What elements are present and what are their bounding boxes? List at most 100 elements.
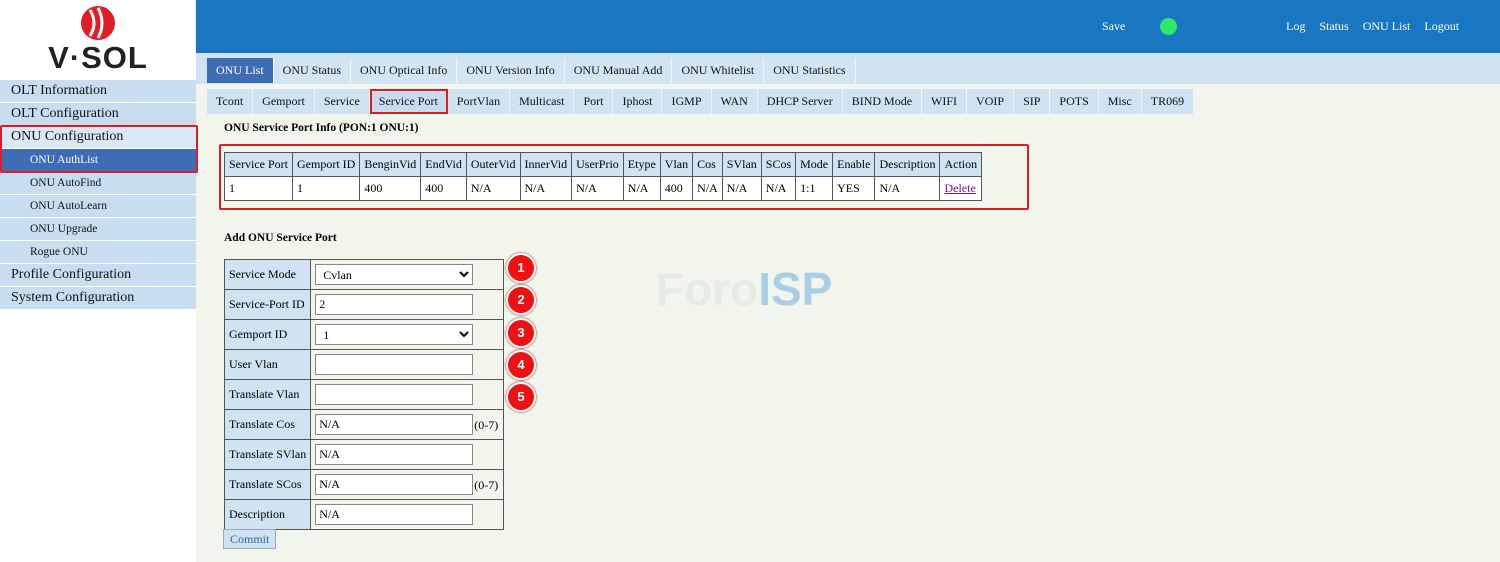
text-input[interactable] (315, 414, 474, 435)
header-cell: Vlan (659, 152, 694, 177)
cell: N/A (519, 176, 573, 201)
menu-item[interactable]: ONU Configuration (0, 126, 196, 148)
watermark-text: ISP (758, 263, 833, 315)
subtab[interactable]: Multicast (510, 89, 575, 114)
cell: 1 (224, 176, 293, 201)
text-input[interactable] (315, 384, 474, 405)
cell: 400 (659, 176, 694, 201)
delete-link[interactable]: Delete (939, 176, 983, 201)
field-label: Translate Cos (223, 409, 312, 440)
marker: 5 (506, 382, 536, 413)
watermark-text: Foro (656, 263, 759, 315)
subtab[interactable]: Gemport (253, 89, 315, 114)
cell: N/A (760, 176, 797, 201)
field-cell: 1 (310, 319, 504, 350)
hint: (0-7) (474, 478, 499, 492)
menu-item[interactable]: System Configuration (0, 287, 196, 309)
highlight (0, 125, 198, 173)
tab[interactable]: ONU Whitelist (672, 58, 765, 83)
field-label: Service Mode (223, 259, 312, 290)
header-cell: InnerVid (519, 152, 573, 177)
form-row: Translate Vlan (223, 379, 504, 410)
tab[interactable]: ONU Statistics (764, 58, 856, 83)
tab[interactable]: ONU Version Info (457, 58, 565, 83)
subtab[interactable]: Tcont (207, 89, 254, 114)
tab[interactable]: ONU Manual Add (564, 58, 673, 83)
subtab[interactable]: DHCP Server (757, 89, 843, 114)
subtab[interactable]: Service Port (369, 89, 448, 114)
subtab[interactable]: SIP (1014, 89, 1051, 114)
submenu-item[interactable]: ONU AutoLearn (0, 195, 196, 217)
text-input[interactable] (315, 354, 474, 375)
cell: N/A (571, 176, 624, 201)
text-input[interactable] (315, 474, 474, 495)
header-cell: EndVid (420, 152, 467, 177)
top-link[interactable]: Log (1286, 19, 1306, 33)
field-label: Translate SCos (223, 469, 312, 500)
form-title: Add ONU Service Port (224, 232, 337, 244)
cell: N/A (874, 176, 941, 201)
subtab[interactable]: BIND Mode (842, 89, 923, 114)
tabs: ONU List ONU Status ONU Optical Info ONU Ve… (207, 58, 856, 83)
watermark: ForoISP (656, 262, 832, 316)
subtab[interactable]: Iphost (613, 89, 663, 114)
header-cell: UserPrio (571, 152, 624, 177)
cell: 400 (420, 176, 467, 201)
select[interactable]: Cvlan (315, 264, 474, 285)
subtab[interactable]: WAN (711, 89, 758, 114)
form-row: Service Mode Cvlan (223, 259, 504, 290)
subtab[interactable]: TR069 (1141, 89, 1195, 114)
commit-button[interactable]: Commit (223, 529, 277, 549)
subtab[interactable]: Misc (1098, 89, 1142, 114)
top-link[interactable]: ONU List (1362, 19, 1411, 33)
cell: YES (832, 176, 876, 201)
marker: 2 (506, 285, 536, 316)
field-label: Translate SVlan (223, 439, 312, 470)
save-link[interactable]: Save (1102, 19, 1126, 33)
text-input[interactable] (315, 444, 474, 465)
menu-item[interactable]: OLT Configuration (0, 103, 196, 125)
field-label: Description (223, 499, 312, 530)
header-cell: Mode (795, 152, 834, 177)
cell: N/A (692, 176, 723, 201)
top-bar: Save Log Status ONU List Logout (196, 0, 1500, 53)
tab[interactable]: ONU List (207, 58, 274, 83)
submenu-item[interactable]: ONU AuthList (0, 149, 196, 171)
sidebar: V·SOL OLT Information OLT Configuration ON… (0, 0, 196, 562)
header-cell: Action (939, 152, 983, 177)
field-cell (310, 349, 504, 380)
form-row: Translate Cos (0-7) (223, 409, 504, 440)
submenu-item[interactable]: ONU Upgrade (0, 218, 196, 240)
field-cell: (0-7) (310, 469, 504, 500)
subtab[interactable]: WIFI (922, 89, 968, 114)
form-row: Translate SVlan (223, 439, 504, 470)
top-link[interactable]: Status (1319, 19, 1349, 33)
highlight (219, 144, 1029, 210)
field-label: User Vlan (223, 349, 312, 380)
subtab[interactable]: Port (574, 89, 614, 114)
tab[interactable]: ONU Status (273, 58, 352, 83)
form-row: Service-Port ID (223, 289, 504, 320)
submenu-item[interactable]: Rogue ONU (0, 241, 196, 263)
field-cell: Cvlan (310, 259, 504, 290)
cell: N/A (465, 176, 521, 201)
subtab[interactable]: VOIP (967, 89, 1015, 114)
menu-item[interactable]: Profile Configuration (0, 264, 196, 286)
text-input[interactable] (315, 294, 474, 315)
cell: 1 (291, 176, 361, 201)
hint: (0-7) (474, 418, 499, 432)
subtab[interactable]: POTS (1050, 89, 1099, 114)
top-link[interactable]: Logout (1424, 19, 1460, 33)
subtab[interactable]: IGMP (662, 89, 712, 114)
field-cell: (0-7) (310, 409, 504, 440)
select[interactable]: 1 (315, 324, 474, 345)
subtab[interactable]: Service (314, 89, 370, 114)
menu-item[interactable]: OLT Information (0, 80, 196, 102)
submenu-item[interactable]: ONU AutoFind (0, 172, 196, 194)
text-input[interactable] (315, 504, 474, 525)
tab[interactable]: ONU Optical Info (351, 58, 458, 83)
row: 1 1 400 400 N/A N/A N/A N/A 400 N/A N/A N/A 1:1 YES N/… (224, 176, 983, 201)
cell: 1:1 (795, 176, 834, 201)
subtab[interactable]: PortVlan (447, 89, 511, 114)
